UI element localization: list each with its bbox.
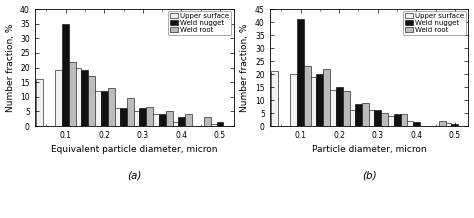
Bar xyxy=(387,116,393,126)
Bar xyxy=(36,79,43,126)
Bar xyxy=(55,70,62,126)
Bar xyxy=(127,98,134,126)
Bar xyxy=(374,111,381,126)
Bar xyxy=(290,74,297,126)
Y-axis label: Number fraction, %: Number fraction, % xyxy=(6,23,15,112)
Bar xyxy=(362,103,369,126)
Bar xyxy=(381,113,388,126)
Bar xyxy=(139,109,146,126)
Legend: Upper surface, Weld nugget, Weld root: Upper surface, Weld nugget, Weld root xyxy=(168,11,231,35)
Bar xyxy=(165,111,173,126)
Bar xyxy=(413,122,420,126)
Text: (a): (a) xyxy=(127,170,141,180)
Bar xyxy=(82,70,88,126)
Bar xyxy=(120,109,127,126)
Bar xyxy=(88,76,95,126)
Bar xyxy=(69,62,76,126)
X-axis label: Equivalent particle diameter, micron: Equivalent particle diameter, micron xyxy=(51,145,218,155)
Bar xyxy=(271,72,278,126)
Bar xyxy=(217,122,223,126)
Bar xyxy=(343,91,349,126)
Bar xyxy=(204,117,211,126)
Bar xyxy=(159,114,165,126)
Bar xyxy=(94,91,101,126)
Bar xyxy=(210,124,217,126)
X-axis label: Particle diameter, micron: Particle diameter, micron xyxy=(312,145,426,155)
Bar xyxy=(171,122,178,126)
Text: (b): (b) xyxy=(362,170,376,180)
Bar xyxy=(310,77,316,126)
Bar xyxy=(108,88,115,126)
Bar xyxy=(132,111,139,126)
Bar xyxy=(406,121,413,126)
Legend: Upper surface, Weld nugget, Weld root: Upper surface, Weld nugget, Weld root xyxy=(402,11,466,35)
Bar xyxy=(445,123,451,126)
Bar xyxy=(304,66,311,126)
Bar xyxy=(336,87,343,126)
Y-axis label: Number fraction, %: Number fraction, % xyxy=(240,23,249,112)
Bar xyxy=(113,109,120,126)
Bar xyxy=(328,90,336,126)
Bar xyxy=(401,114,408,126)
Bar xyxy=(185,114,192,126)
Bar xyxy=(316,74,323,126)
Bar xyxy=(451,124,458,126)
Bar xyxy=(101,91,108,126)
Bar xyxy=(146,107,153,126)
Bar xyxy=(323,69,330,126)
Bar xyxy=(367,111,374,126)
Bar xyxy=(348,111,355,126)
Bar xyxy=(152,114,159,126)
Bar xyxy=(439,121,446,126)
Bar xyxy=(393,114,401,126)
Bar xyxy=(297,19,304,126)
Bar xyxy=(355,104,362,126)
Bar xyxy=(62,24,69,126)
Bar xyxy=(178,117,185,126)
Bar xyxy=(74,68,82,126)
